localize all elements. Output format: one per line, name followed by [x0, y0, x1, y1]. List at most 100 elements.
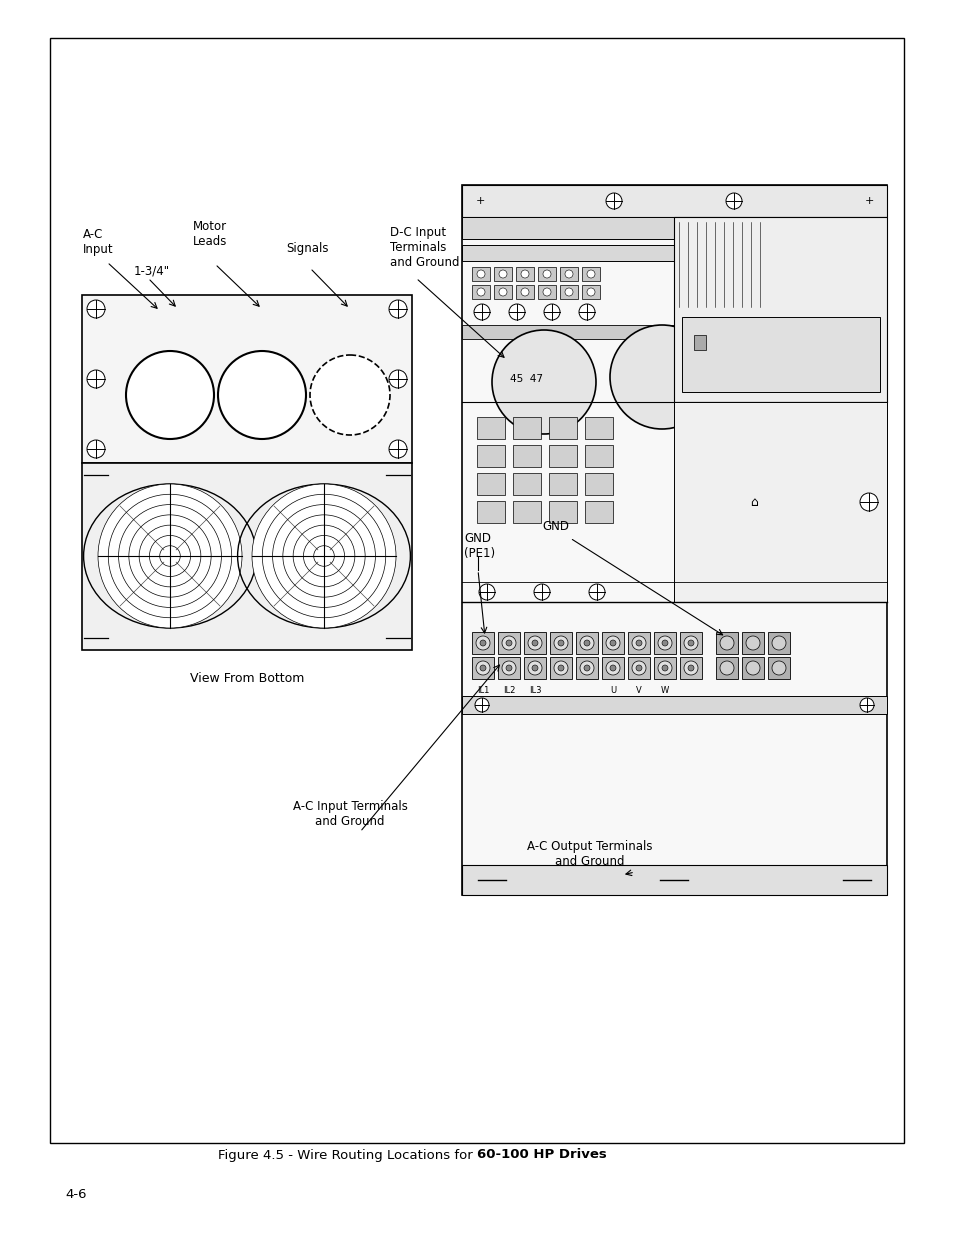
Bar: [497, 632, 519, 655]
Circle shape: [262, 494, 385, 618]
Bar: [681, 317, 879, 391]
Text: D-C Input
Terminals
and Ground: D-C Input Terminals and Ground: [390, 226, 459, 269]
Circle shape: [475, 698, 489, 713]
Circle shape: [126, 351, 213, 438]
Bar: [476, 501, 504, 522]
Circle shape: [534, 584, 550, 600]
Circle shape: [683, 636, 698, 650]
Bar: [476, 417, 504, 438]
Circle shape: [683, 661, 698, 676]
Bar: [476, 445, 504, 467]
Bar: [550, 657, 572, 679]
Circle shape: [150, 536, 191, 577]
Circle shape: [636, 640, 641, 646]
Circle shape: [505, 664, 512, 671]
Circle shape: [586, 288, 595, 296]
Text: GND: GND: [541, 520, 568, 534]
Bar: [584, 473, 613, 495]
Bar: [741, 632, 763, 655]
Bar: [584, 417, 613, 438]
Bar: [472, 657, 494, 679]
Circle shape: [687, 640, 693, 646]
Bar: [513, 473, 540, 495]
Text: +: +: [863, 196, 873, 206]
Bar: [537, 267, 556, 282]
Bar: [548, 501, 577, 522]
Bar: [550, 632, 572, 655]
Circle shape: [586, 270, 595, 278]
Bar: [559, 285, 578, 299]
Circle shape: [859, 698, 873, 713]
Text: A-C Input Terminals
and Ground: A-C Input Terminals and Ground: [293, 800, 407, 827]
Circle shape: [218, 351, 306, 438]
Circle shape: [859, 493, 877, 511]
Circle shape: [498, 288, 506, 296]
Circle shape: [636, 664, 641, 671]
Text: 4-6: 4-6: [65, 1188, 87, 1202]
Circle shape: [554, 636, 567, 650]
Circle shape: [558, 640, 563, 646]
Bar: [767, 657, 789, 679]
Circle shape: [476, 288, 484, 296]
Circle shape: [159, 546, 180, 567]
Circle shape: [492, 330, 596, 433]
Text: A-C
Input: A-C Input: [83, 228, 113, 256]
Bar: [584, 501, 613, 522]
Bar: [654, 657, 676, 679]
Bar: [537, 285, 556, 299]
Circle shape: [588, 584, 604, 600]
Circle shape: [579, 636, 594, 650]
Circle shape: [474, 304, 490, 320]
Circle shape: [478, 584, 495, 600]
Circle shape: [389, 370, 407, 388]
Bar: [513, 445, 540, 467]
Bar: [601, 632, 623, 655]
Circle shape: [501, 636, 516, 650]
Circle shape: [520, 270, 529, 278]
Bar: [576, 657, 598, 679]
Circle shape: [564, 288, 573, 296]
Bar: [576, 632, 598, 655]
Bar: [513, 417, 540, 438]
Circle shape: [109, 494, 232, 618]
Circle shape: [282, 515, 365, 598]
Bar: [673, 403, 886, 601]
Circle shape: [532, 664, 537, 671]
Circle shape: [389, 300, 407, 317]
Circle shape: [554, 661, 567, 676]
Bar: [472, 285, 490, 299]
Circle shape: [542, 270, 551, 278]
Bar: [767, 632, 789, 655]
Circle shape: [520, 288, 529, 296]
Bar: [513, 501, 540, 522]
Bar: [679, 657, 701, 679]
Bar: [548, 417, 577, 438]
Text: Motor
Leads: Motor Leads: [193, 220, 227, 248]
Circle shape: [605, 661, 619, 676]
Circle shape: [583, 664, 589, 671]
Bar: [673, 217, 886, 403]
Bar: [461, 325, 674, 338]
Text: W: W: [660, 685, 668, 695]
Circle shape: [687, 664, 693, 671]
Circle shape: [389, 440, 407, 458]
Circle shape: [661, 664, 667, 671]
Bar: [50, 38, 903, 1144]
Bar: [654, 632, 676, 655]
Text: Figure 4.5 - Wire Routing Locations for: Figure 4.5 - Wire Routing Locations for: [218, 1149, 476, 1161]
Bar: [516, 285, 534, 299]
Text: GND
(PE1): GND (PE1): [463, 532, 495, 559]
Text: ⌂: ⌂: [749, 495, 757, 509]
Circle shape: [609, 664, 616, 671]
Circle shape: [293, 525, 355, 587]
Circle shape: [87, 300, 105, 317]
Circle shape: [771, 636, 785, 650]
Bar: [82, 463, 412, 650]
Circle shape: [476, 636, 490, 650]
Bar: [581, 267, 599, 282]
Bar: [494, 267, 512, 282]
Circle shape: [498, 270, 506, 278]
Text: IL2: IL2: [502, 685, 515, 695]
Bar: [581, 285, 599, 299]
Bar: [716, 632, 738, 655]
